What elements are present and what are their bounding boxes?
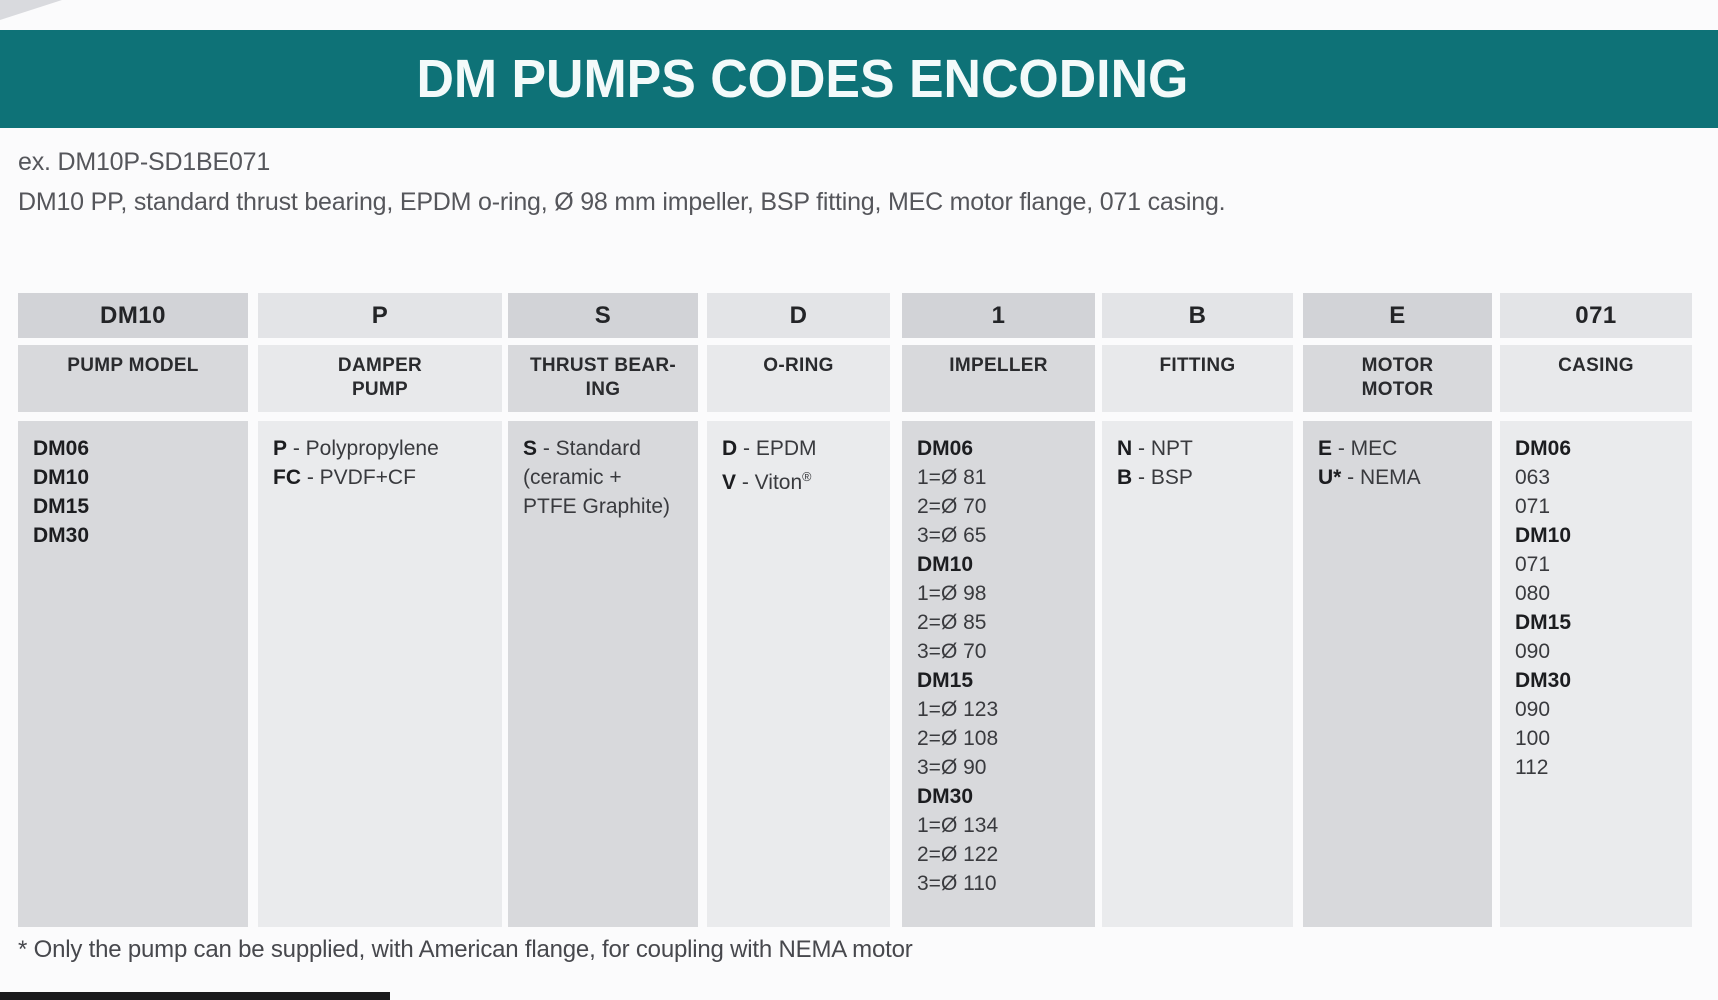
text-line: 2=Ø 108 <box>917 727 999 750</box>
text-line: 1=Ø 134 <box>917 814 999 837</box>
text-line: PUMP <box>351 379 409 400</box>
text-line: S - Standard <box>523 437 641 460</box>
column-code-cell: D <box>707 293 890 338</box>
text-line: N - NPT <box>1117 437 1193 460</box>
text-line: DM10 <box>33 466 90 489</box>
text-line: DM15 <box>33 495 90 518</box>
table-column-p: P DAMPER PUMP P - Polypropylene FC - PVDF+CF <box>258 293 502 927</box>
text-line: ING <box>585 379 621 400</box>
column-body-cell: DM06 1=Ø 81 2=Ø 70 3=Ø 65 DM10 1=Ø 98 2=Ø 85 3=… <box>902 421 1095 927</box>
column-subheader-cell: CASING <box>1500 345 1692 412</box>
column-code-cell: 071 <box>1500 293 1692 338</box>
text-line: E - MEC <box>1318 437 1398 460</box>
column-body-cell: E - MEC U* - NEMA <box>1303 421 1492 927</box>
corner-decoration <box>0 0 62 20</box>
column-body-cell: D - EPDM V - Viton® <box>707 421 890 927</box>
text-line: MOTOR <box>1361 355 1434 376</box>
column-code-cell: B <box>1102 293 1293 338</box>
column-subheader-cell: O-RING <box>707 345 890 412</box>
column-code-cell: E <box>1303 293 1492 338</box>
text-line: DM30 <box>917 785 974 808</box>
text-line: 071 <box>1515 553 1551 576</box>
text-line: DM15 <box>1515 611 1572 634</box>
column-code-cell: P <box>258 293 502 338</box>
table-column-071: 071 CASING DM06 063 071 DM10 071 080 DM15 090 DM30… <box>1500 293 1692 927</box>
column-subheader-cell: MOTOR MOTOR <box>1303 345 1492 412</box>
table-column-b: B FITTING N - NPT B - BSP <box>1102 293 1293 927</box>
table-column-d: D O-RING D - EPDM V - Viton® <box>707 293 890 927</box>
text-line: 3=Ø 110 <box>917 872 997 895</box>
column-subheader-cell: FITTING <box>1102 345 1293 412</box>
text-line: DM10 <box>917 553 974 576</box>
text-line: 2=Ø 85 <box>917 611 987 634</box>
text-line: O-RING <box>763 355 834 376</box>
column-body-cell: N - NPT B - BSP <box>1102 421 1293 927</box>
column-body-cell: S - Standard (ceramic + PTFE Graphite) <box>508 421 698 927</box>
bottom-bar <box>0 992 390 1000</box>
text-line: 2=Ø 70 <box>917 495 987 518</box>
example-code-line: ex. DM10P-SD1BE071 <box>18 148 271 176</box>
text-line: DM30 <box>33 524 90 547</box>
page-title: DM PUMPS CODES ENCODING <box>416 49 1189 109</box>
example-description-line: DM10 PP, standard thrust bearing, EPDM o… <box>18 188 1226 216</box>
text-line: 090 <box>1515 698 1551 721</box>
text-line: 2=Ø 122 <box>917 843 999 866</box>
text-line: D - EPDM <box>722 437 817 460</box>
column-subheader-cell: THRUST BEAR- ING <box>508 345 698 412</box>
text-line: 3=Ø 65 <box>917 524 987 547</box>
table-column-e: E MOTOR MOTOR E - MEC U* - NEMA <box>1303 293 1492 927</box>
table-column-1: 1 IMPELLER DM06 1=Ø 81 2=Ø 70 3=Ø 65 DM10 1=Ø 9… <box>902 293 1095 927</box>
text-line: THRUST BEAR- <box>529 355 677 376</box>
text-line: DM06 <box>1515 437 1572 460</box>
column-subheader-cell: IMPELLER <box>902 345 1095 412</box>
text-line: FC - PVDF+CF <box>273 466 416 489</box>
text-line: 071 <box>1515 495 1551 518</box>
text-line: U* - NEMA <box>1318 466 1421 489</box>
column-body-cell: DM06 DM10 DM15 DM30 <box>18 421 248 927</box>
column-subheader-cell: DAMPER PUMP <box>258 345 502 412</box>
column-code-cell: DM10 <box>18 293 248 338</box>
table-column-s: S THRUST BEAR- ING S - Standard (ceramic + PT… <box>508 293 698 927</box>
example-block: ex. DM10P-SD1BE071 DM10 PP, standard thr… <box>18 142 1226 222</box>
table-column-dm10: DM10 PUMP MODEL DM06 DM10 DM15 DM30 <box>18 293 248 927</box>
text-line: FITTING <box>1159 355 1236 376</box>
column-code-cell: 1 <box>902 293 1095 338</box>
text-line: DM06 <box>33 437 90 460</box>
text-line: 1=Ø 81 <box>917 466 987 489</box>
text-line: 090 <box>1515 640 1551 663</box>
text-line: DM15 <box>917 669 974 692</box>
text-line: PTFE Graphite) <box>523 495 671 518</box>
text-line: DM10 <box>1515 524 1572 547</box>
text-line: 3=Ø 90 <box>917 756 987 779</box>
text-line: 063 <box>1515 466 1551 489</box>
text-line: 1=Ø 123 <box>917 698 999 721</box>
text-line: PUMP MODEL <box>67 355 199 376</box>
text-line: CASING <box>1558 355 1634 376</box>
text-line: (ceramic + <box>523 466 622 489</box>
banner: DM PUMPS CODES ENCODING <box>0 30 1718 128</box>
text-line: IMPELLER <box>949 355 1048 376</box>
text-line: B - BSP <box>1117 466 1193 489</box>
column-body-cell: P - Polypropylene FC - PVDF+CF <box>258 421 502 927</box>
column-code-cell: S <box>508 293 698 338</box>
text-line: 112 <box>1515 756 1549 779</box>
text-line: 3=Ø 70 <box>917 640 987 663</box>
column-body-cell: DM06 063 071 DM10 071 080 DM15 090 DM30 090 100 112 <box>1500 421 1692 927</box>
column-subheader-cell: PUMP MODEL <box>18 345 248 412</box>
footnote: * Only the pump can be supplied, with Am… <box>18 936 913 963</box>
text-line: DAMPER <box>337 355 423 376</box>
text-line: P - Polypropylene <box>273 437 439 460</box>
text-line: 100 <box>1515 727 1551 750</box>
text-line: V - Viton® <box>722 470 812 494</box>
text-line: 080 <box>1515 582 1551 605</box>
text-line: DM30 <box>1515 669 1572 692</box>
text-line: DM06 <box>917 437 974 460</box>
text-line: MOTOR <box>1361 379 1434 400</box>
text-line: 1=Ø 98 <box>917 582 987 605</box>
